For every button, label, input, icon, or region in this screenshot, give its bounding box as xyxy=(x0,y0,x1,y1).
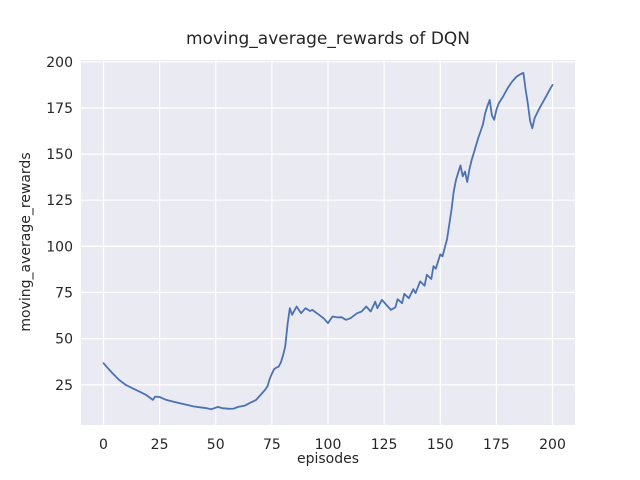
y-axis-label: moving_average_rewards xyxy=(18,152,34,332)
y-tick-label: 25 xyxy=(55,378,73,394)
y-tick-label: 50 xyxy=(55,332,73,348)
x-tick-label: 50 xyxy=(207,437,225,453)
y-tick-label: 200 xyxy=(46,55,73,71)
x-tick-label: 175 xyxy=(483,437,510,453)
y-tick-label: 100 xyxy=(46,239,73,255)
y-tick-label: 175 xyxy=(46,101,73,117)
chart-title: moving_average_rewards of DQN xyxy=(185,29,471,49)
x-tick-label: 200 xyxy=(539,437,566,453)
line-series-dqn xyxy=(102,72,554,411)
x-tick-label: 125 xyxy=(371,437,398,453)
x-axis-label: episodes xyxy=(296,451,360,467)
y-tick-label: 150 xyxy=(46,147,73,163)
x-tick-label: 100 xyxy=(315,437,342,453)
x-tick-label: 25 xyxy=(151,437,169,453)
y-tick-label: 75 xyxy=(55,286,73,302)
x-tick-label: 0 xyxy=(99,437,108,453)
x-tick-label: 75 xyxy=(263,437,281,453)
x-tick-label: 150 xyxy=(427,437,454,453)
y-tick-label: 125 xyxy=(46,193,73,209)
